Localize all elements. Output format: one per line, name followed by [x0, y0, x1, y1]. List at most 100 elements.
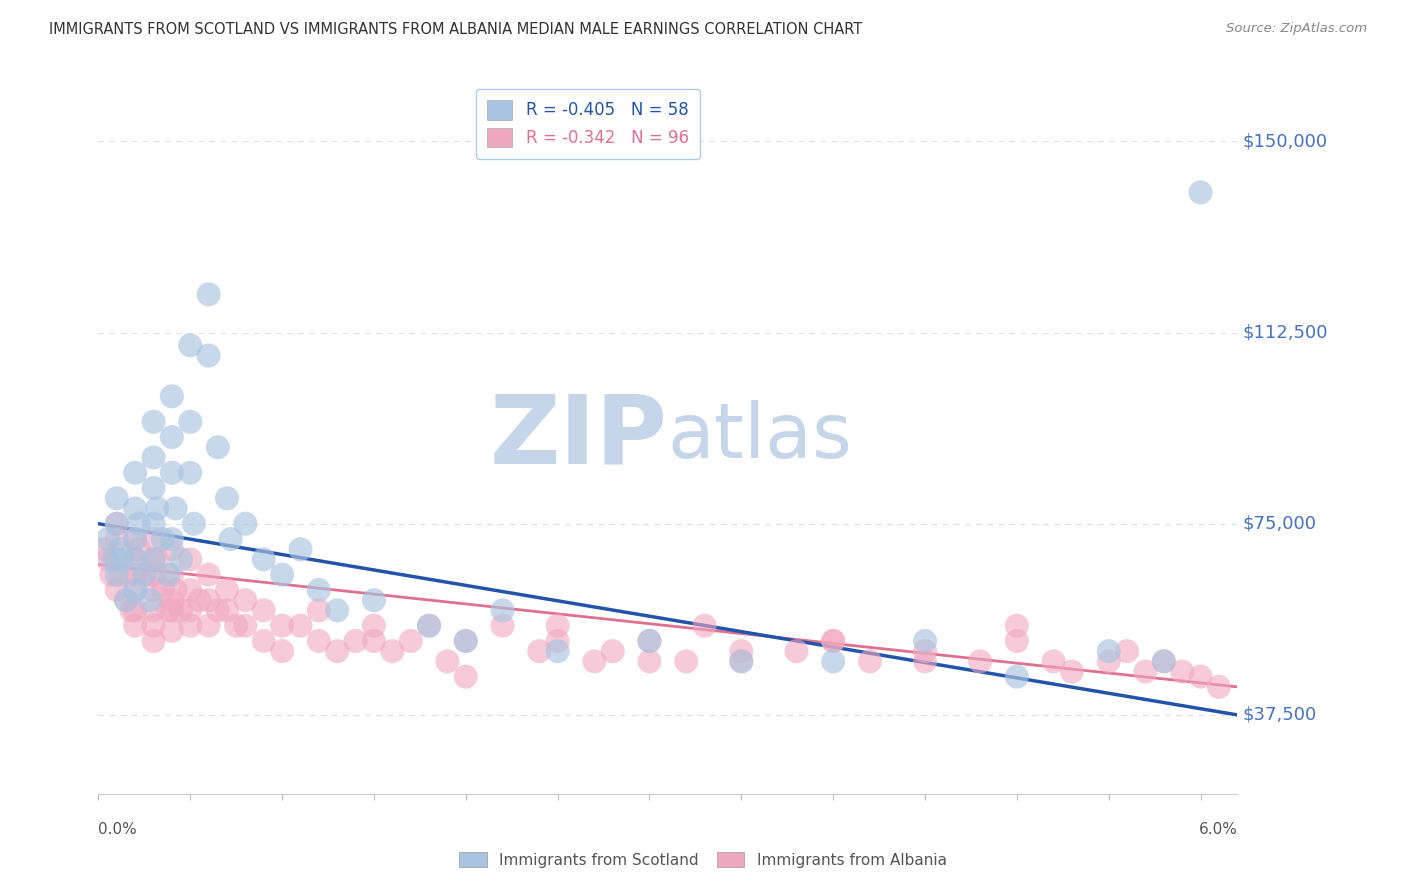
Point [160, 532, 183, 546]
Point [363, 618, 385, 632]
Point [1116, 644, 1139, 658]
Point [188, 593, 211, 607]
Point [142, 415, 165, 429]
Point [93, 542, 115, 557]
Point [1042, 654, 1064, 668]
Point [124, 552, 146, 566]
Point [142, 552, 165, 566]
Point [253, 552, 276, 566]
Point [197, 567, 219, 582]
Point [170, 552, 193, 566]
Point [124, 618, 146, 632]
Point [160, 603, 183, 617]
Text: $150,000: $150,000 [1243, 132, 1329, 151]
Point [179, 582, 201, 597]
Point [157, 603, 180, 617]
Point [638, 634, 661, 648]
Point [363, 593, 385, 607]
Point [142, 634, 165, 648]
Point [146, 552, 169, 566]
Point [491, 618, 513, 632]
Point [142, 582, 165, 597]
Point [124, 532, 146, 546]
Point [179, 338, 201, 352]
Point [253, 603, 276, 617]
Point [197, 349, 219, 363]
Point [160, 430, 183, 444]
Point [969, 654, 991, 668]
Point [142, 532, 165, 546]
Point [363, 634, 385, 648]
Point [1005, 634, 1028, 648]
Point [823, 634, 845, 648]
Point [225, 618, 247, 632]
Point [1153, 654, 1175, 668]
Point [142, 603, 165, 617]
Point [124, 582, 146, 597]
Point [454, 634, 477, 648]
Point [157, 567, 180, 582]
Point [170, 603, 193, 617]
Point [344, 634, 367, 648]
Text: 6.0%: 6.0% [1198, 822, 1237, 838]
Point [115, 593, 138, 607]
Text: $75,000: $75,000 [1243, 515, 1317, 533]
Point [602, 644, 624, 658]
Point [134, 567, 156, 582]
Point [290, 542, 312, 557]
Point [101, 552, 124, 566]
Point [100, 567, 122, 582]
Point [914, 634, 936, 648]
Point [124, 603, 146, 617]
Text: ZIP: ZIP [489, 391, 668, 483]
Point [105, 532, 128, 546]
Point [418, 618, 440, 632]
Point [142, 481, 165, 495]
Point [124, 532, 146, 546]
Text: atlas: atlas [668, 401, 852, 474]
Point [529, 644, 551, 658]
Point [1005, 618, 1028, 632]
Point [1189, 670, 1212, 684]
Point [160, 466, 183, 480]
Point [547, 644, 569, 658]
Point [381, 644, 404, 658]
Point [235, 516, 257, 531]
Point [110, 567, 132, 582]
Point [730, 654, 752, 668]
Point [308, 582, 330, 597]
Point [547, 634, 569, 648]
Point [823, 654, 845, 668]
Point [675, 654, 697, 668]
Point [638, 634, 661, 648]
Point [142, 618, 165, 632]
Point [547, 618, 569, 632]
Point [1171, 665, 1194, 679]
Point [271, 644, 294, 658]
Point [115, 593, 138, 607]
Point [1189, 186, 1212, 200]
Point [197, 287, 219, 301]
Point [165, 582, 187, 597]
Point [160, 389, 183, 403]
Point [165, 501, 187, 516]
Point [160, 593, 183, 607]
Point [693, 618, 716, 632]
Legend: Immigrants from Scotland, Immigrants from Albania: Immigrants from Scotland, Immigrants fro… [453, 846, 953, 873]
Point [105, 552, 128, 566]
Point [290, 618, 312, 632]
Point [124, 466, 146, 480]
Text: Source: ZipAtlas.com: Source: ZipAtlas.com [1226, 22, 1367, 36]
Point [105, 582, 128, 597]
Point [160, 624, 183, 638]
Point [219, 532, 242, 546]
Point [253, 634, 276, 648]
Point [1208, 680, 1230, 694]
Point [730, 644, 752, 658]
Point [142, 552, 165, 566]
Point [179, 552, 201, 566]
Point [638, 654, 661, 668]
Point [139, 593, 162, 607]
Point [454, 670, 477, 684]
Point [142, 516, 165, 531]
